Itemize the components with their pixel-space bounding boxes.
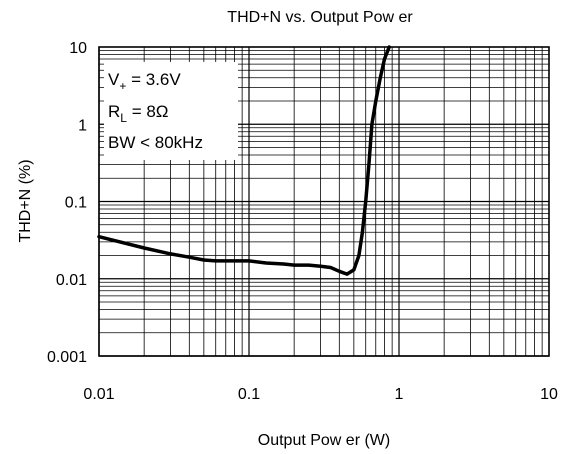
y-tick-labels: 10 1 0.1 0.01 0.001 — [47, 40, 87, 366]
x-tick-label: 10 — [540, 386, 558, 403]
x-axis-label: Output Pow er (W) — [258, 432, 390, 449]
thd-n-curve — [97, 45, 391, 276]
y-tick-label: 1 — [78, 117, 87, 134]
y-axis-label: THD+N (%) — [17, 159, 34, 242]
annotation-supply-voltage: V+ = 3.6V — [108, 70, 181, 93]
x-tick-labels: 0.01 0.1 1 10 — [83, 386, 558, 403]
y-tick-label: 0.001 — [47, 349, 87, 366]
y-tick-label: 10 — [69, 40, 87, 57]
annotation-load-resistance: RL = 8Ω — [108, 102, 169, 125]
x-tick-label: 1 — [395, 386, 404, 403]
x-tick-label: 0.01 — [83, 386, 114, 403]
y-tick-label: 0.1 — [65, 195, 87, 212]
annotation-box: V+ = 3.6V RL = 8Ω BW < 80kHz — [104, 62, 238, 160]
annotation-background — [104, 62, 238, 160]
x-tick-label: 0.1 — [238, 386, 260, 403]
plot-frame — [98, 46, 550, 357]
annotation-bandwidth: BW < 80kHz — [108, 133, 203, 152]
y-tick-label: 0.01 — [56, 272, 87, 289]
chart-title: THD+N vs. Output Pow er — [227, 9, 413, 26]
